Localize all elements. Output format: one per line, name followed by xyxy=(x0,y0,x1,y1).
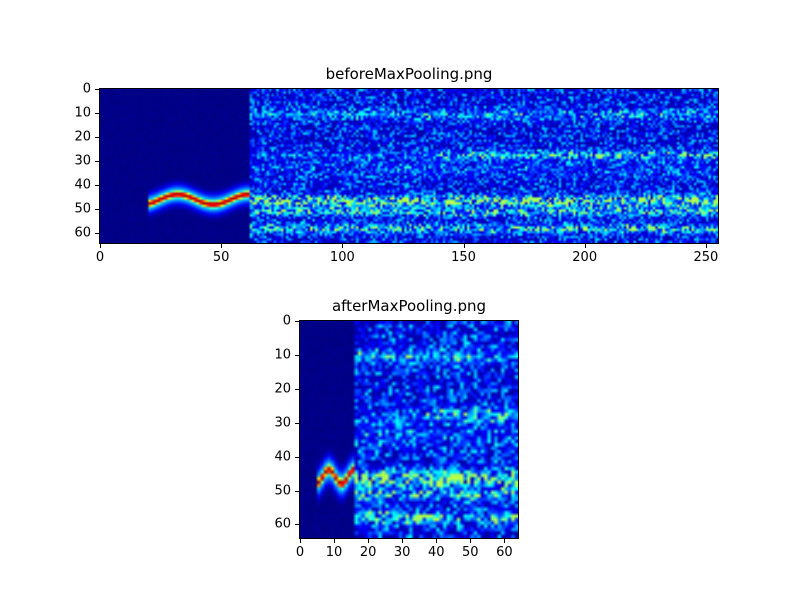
y-tick-label: 60 xyxy=(274,516,291,532)
y-tick-mark xyxy=(95,137,99,139)
y-tick-label: 50 xyxy=(274,483,291,499)
x-tick-label: 250 xyxy=(693,250,719,265)
chart-title: beforeMaxPooling.png xyxy=(325,65,493,83)
spectrogram-heatmap xyxy=(300,321,518,538)
y-tick-label: 60 xyxy=(74,225,91,241)
y-tick-label: 20 xyxy=(274,381,291,397)
y-tick-label: 10 xyxy=(74,105,91,121)
y-tick-mark xyxy=(95,161,99,163)
x-tick-label: 40 xyxy=(427,545,445,560)
x-tick-label: 50 xyxy=(462,545,479,560)
y-tick-mark xyxy=(295,422,299,424)
spectrogram-heatmap xyxy=(100,89,718,243)
x-tick-label: 20 xyxy=(359,545,377,560)
y-tick-label: 40 xyxy=(74,177,91,193)
x-tick-label: 200 xyxy=(572,250,598,265)
x-tick-mark xyxy=(342,244,344,248)
x-tick-mark xyxy=(584,244,586,248)
y-tick-label: 10 xyxy=(274,347,291,363)
plot-area xyxy=(99,88,719,244)
y-tick-label: 0 xyxy=(82,81,91,97)
x-tick-label: 100 xyxy=(329,250,355,265)
y-tick-label: 40 xyxy=(274,449,291,465)
y-tick-mark xyxy=(95,89,99,90)
y-tick-mark xyxy=(95,233,99,235)
x-tick-mark xyxy=(368,539,370,543)
plot-area xyxy=(299,320,519,539)
x-tick-mark xyxy=(436,539,438,543)
y-tick-label: 50 xyxy=(74,201,91,217)
y-tick-label: 30 xyxy=(74,153,91,169)
x-tick-mark xyxy=(463,244,465,248)
x-tick-mark xyxy=(402,539,404,543)
y-tick-mark xyxy=(95,209,99,211)
y-tick-mark xyxy=(95,185,99,187)
x-tick-label: 150 xyxy=(451,250,476,265)
y-tick-label: 0 xyxy=(282,313,291,329)
y-tick-mark xyxy=(295,456,299,458)
y-tick-mark xyxy=(295,321,299,322)
y-tick-mark xyxy=(295,354,299,356)
x-tick-mark xyxy=(100,244,101,248)
x-tick-mark xyxy=(504,539,506,543)
x-tick-mark xyxy=(334,539,336,543)
x-tick-mark xyxy=(470,539,472,543)
x-tick-label: 60 xyxy=(496,545,513,560)
y-tick-mark xyxy=(295,490,299,492)
x-tick-mark xyxy=(300,539,301,543)
x-tick-label: 30 xyxy=(393,545,411,560)
x-tick-mark xyxy=(705,244,707,248)
y-tick-mark xyxy=(295,388,299,390)
y-tick-mark xyxy=(295,524,299,526)
x-tick-label: 0 xyxy=(95,250,105,265)
x-tick-mark xyxy=(221,244,223,248)
y-tick-label: 20 xyxy=(74,129,91,145)
y-tick-mark xyxy=(95,113,99,115)
x-tick-label: 50 xyxy=(212,250,230,265)
x-tick-label: 10 xyxy=(325,545,343,560)
chart-title: afterMaxPooling.png xyxy=(331,297,487,315)
x-tick-label: 0 xyxy=(295,545,305,560)
y-tick-label: 30 xyxy=(274,415,291,431)
